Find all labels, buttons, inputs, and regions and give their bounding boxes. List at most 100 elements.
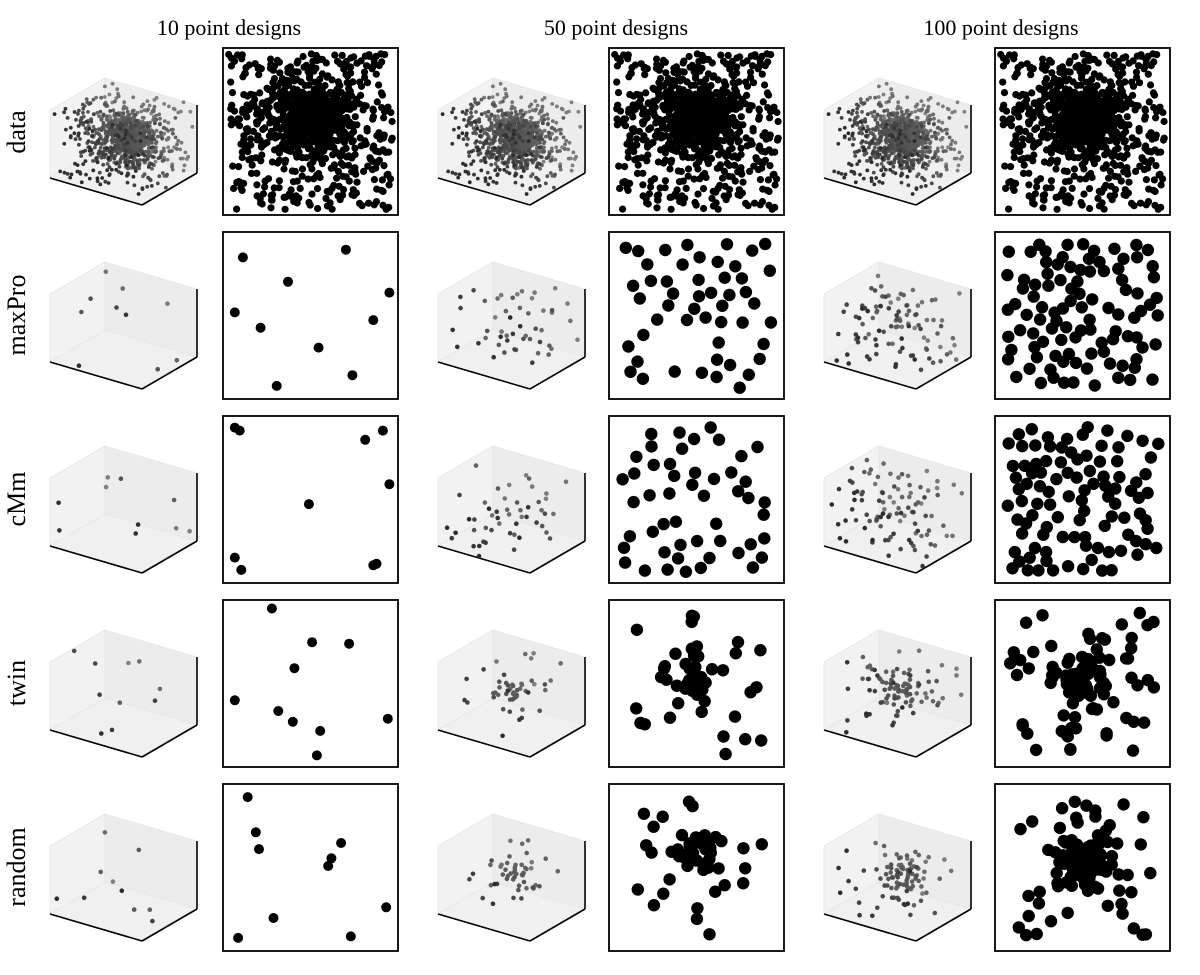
point-3d	[188, 109, 193, 114]
point-3d	[881, 92, 886, 97]
point-2d	[615, 162, 623, 170]
point-2d	[668, 193, 676, 201]
point-2d	[325, 126, 333, 134]
point-3d	[84, 172, 88, 177]
point-3d	[945, 131, 949, 136]
point-3d	[479, 159, 483, 163]
point-3d	[106, 122, 111, 127]
point-2d	[293, 59, 301, 67]
point-3d	[487, 117, 492, 122]
point-2d	[378, 176, 386, 184]
point-2d	[287, 186, 295, 194]
point-3d	[887, 128, 891, 133]
point-3d	[119, 138, 124, 143]
point-2d	[271, 62, 279, 70]
point-2d	[714, 205, 722, 213]
point-2d	[342, 97, 350, 105]
point-3d	[124, 163, 129, 168]
point-3d	[916, 129, 921, 134]
point-3d	[860, 110, 864, 114]
point-3d	[920, 165, 925, 169]
point-2d	[288, 143, 296, 151]
point-3d	[453, 116, 458, 120]
point-2d	[764, 104, 772, 112]
point-2d	[691, 110, 700, 118]
point-3d	[482, 95, 486, 100]
point-3d	[950, 110, 955, 115]
point-3d	[136, 192, 141, 196]
point-2d	[645, 125, 653, 134]
point-2d	[768, 205, 776, 213]
point-3d	[483, 111, 488, 115]
point-2d	[613, 62, 622, 70]
point-2d	[613, 105, 621, 113]
point-3d	[887, 99, 891, 104]
point-2d	[372, 147, 380, 155]
point-2d	[305, 91, 313, 99]
point-2d	[701, 112, 709, 120]
point-3d	[114, 161, 119, 166]
point-2d	[253, 181, 261, 189]
point-2d	[245, 156, 253, 164]
point-3d	[570, 163, 575, 168]
point-3d	[117, 123, 121, 128]
point-2d	[350, 53, 358, 61]
point-3d	[523, 159, 528, 164]
point-3d	[529, 102, 534, 107]
point-3d	[494, 118, 498, 123]
point-3d	[871, 132, 875, 137]
point-2d	[773, 175, 781, 183]
point-3d	[142, 129, 147, 134]
point-2d	[258, 142, 266, 150]
point-3d	[920, 107, 924, 112]
point-3d	[450, 170, 455, 175]
point-3d	[503, 87, 508, 92]
point-2d	[668, 81, 676, 89]
point-3d	[884, 122, 889, 127]
point-3d	[131, 165, 136, 170]
point-2d	[693, 50, 701, 58]
point-2d	[328, 205, 336, 213]
point-3d	[476, 152, 481, 157]
point-3d	[456, 125, 461, 130]
point-3d	[940, 136, 945, 140]
point-2d	[339, 172, 347, 180]
point-2d	[668, 156, 676, 164]
point-3d	[544, 156, 549, 161]
point-3d	[137, 166, 141, 171]
point-3d	[101, 121, 106, 125]
point-3d	[929, 181, 934, 186]
point-3d	[509, 111, 514, 115]
point-3d	[571, 150, 576, 155]
point-3d	[902, 159, 906, 164]
point-2d	[722, 89, 730, 97]
point-3d	[931, 112, 936, 117]
point-3d	[68, 134, 73, 139]
point-3d	[479, 168, 484, 173]
point-3d	[837, 106, 842, 111]
point-2d	[378, 104, 386, 112]
point-2d	[230, 184, 238, 192]
point-3d	[539, 118, 544, 122]
point-3d	[105, 162, 110, 166]
point-3d	[516, 159, 520, 164]
point-3d	[899, 173, 903, 178]
point-3d	[106, 181, 111, 185]
point-2d	[230, 119, 238, 127]
point-2d	[755, 62, 763, 71]
point-2d	[240, 91, 248, 99]
point-3d	[106, 156, 111, 161]
point-3d	[471, 159, 476, 164]
point-3d	[936, 119, 941, 123]
point-2d	[650, 110, 658, 118]
point-2d	[254, 132, 262, 140]
point-2d	[345, 152, 353, 160]
point-3d	[501, 99, 505, 104]
point-2d	[639, 181, 647, 189]
point-3d	[122, 142, 126, 147]
point-2d	[729, 105, 737, 113]
point-3d	[493, 162, 498, 166]
point-3d	[553, 157, 558, 162]
point-2d	[225, 50, 233, 59]
point-2d	[711, 126, 719, 134]
